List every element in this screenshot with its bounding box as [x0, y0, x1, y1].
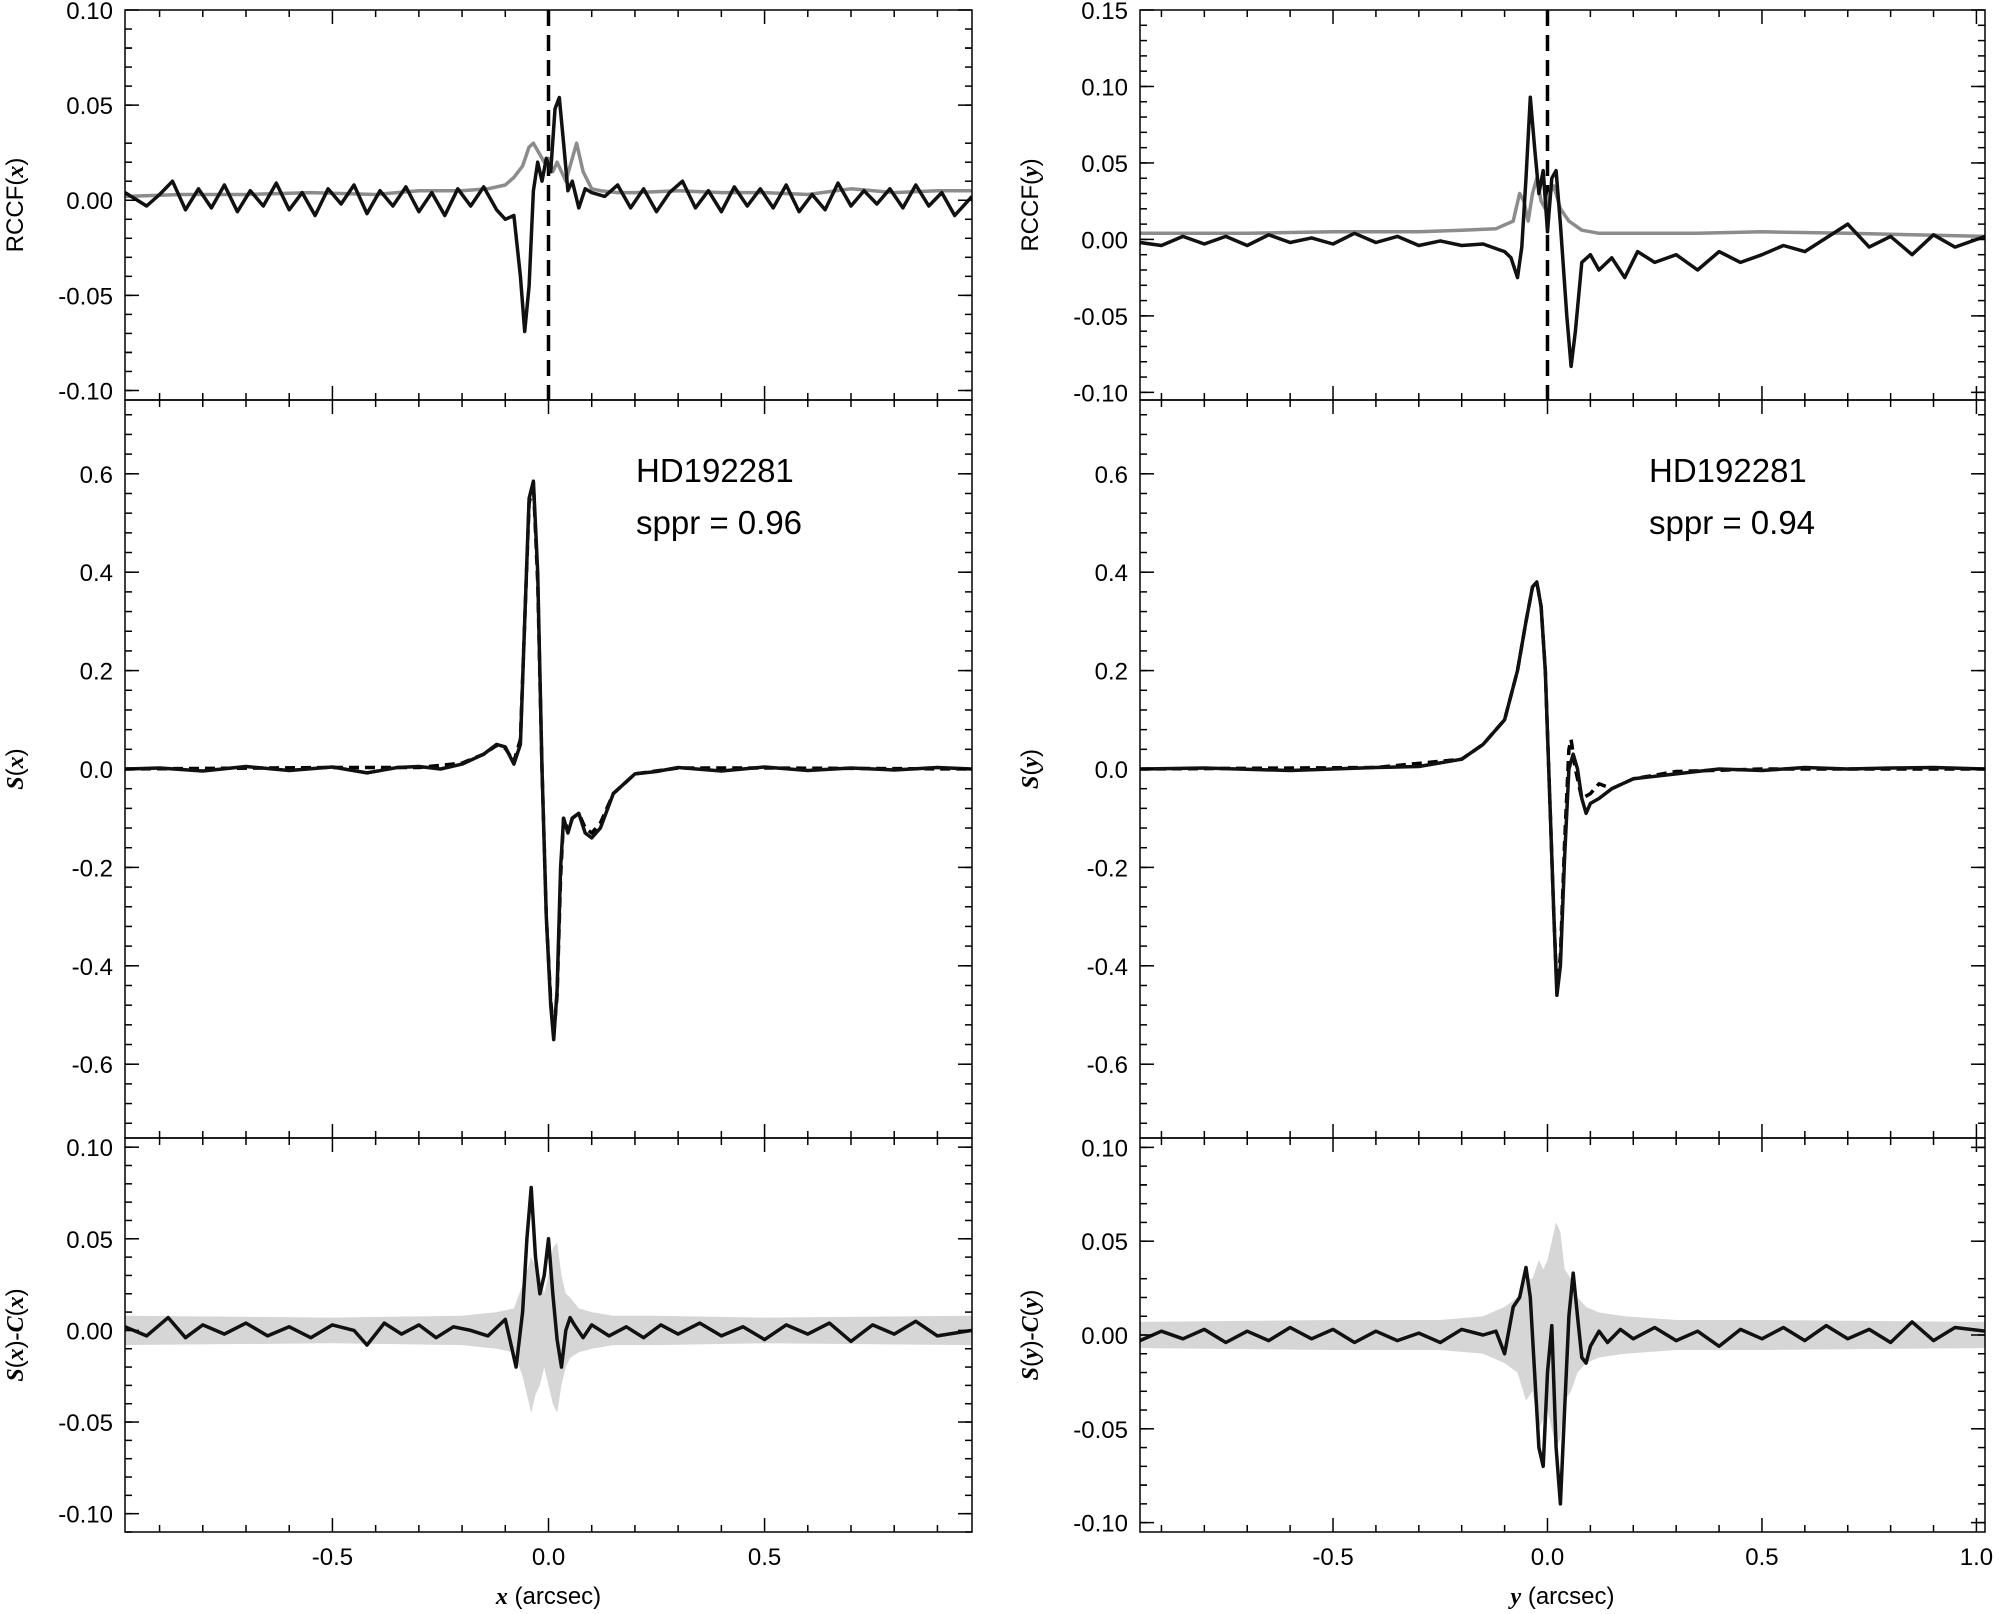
y-tick-label: -0.10 — [1073, 380, 1128, 407]
y-tick-label: -0.10 — [1073, 1511, 1128, 1538]
series-line-black — [125, 1185, 972, 1369]
uncertainty-band — [1140, 1222, 1985, 1448]
y-tick-label: 0.00 — [1081, 227, 1128, 254]
y-axis-label: S(x) — [2, 748, 29, 789]
series-line-black — [1140, 1265, 1985, 1506]
series-line-black — [125, 479, 972, 1042]
y-tick-label: 0.05 — [66, 93, 113, 120]
x-tick-label: 0.5 — [1745, 1544, 1778, 1571]
y-tick-label: 0.0 — [80, 757, 113, 784]
y-tick-label: -0.05 — [58, 1410, 113, 1437]
y-tick-label: -0.6 — [72, 1052, 113, 1079]
y-tick-label: -0.05 — [58, 283, 113, 310]
y-tick-label: -0.4 — [1087, 954, 1128, 981]
series-line-black — [1140, 95, 1985, 369]
sppr-label: sppr = 0.94 — [1649, 504, 1815, 541]
right-middle-panel: 0.6 0.4 0.2 0.0 -0.2 -0.4 -0.6 S(y) HD192281 sppr… — [1017, 399, 1986, 1139]
y-axis-label: S(y)-C(y) — [1017, 1290, 1044, 1381]
y-axis-label: S(x)-C(x) — [2, 1288, 29, 1381]
y-tick-label: -0.05 — [1073, 1417, 1128, 1444]
y-tick-label: 0.2 — [80, 659, 113, 686]
y-tick-label: -0.2 — [1087, 855, 1128, 882]
y-tick-label: 0.10 — [1081, 1135, 1128, 1162]
y-axis-label: S(y) — [1017, 749, 1044, 789]
y-tick-label: 0.10 — [1081, 74, 1128, 101]
y-tick-label: 0.0 — [1095, 757, 1128, 784]
y-tick-label: 0.00 — [66, 188, 113, 215]
x-tick-label: -0.5 — [312, 1544, 353, 1571]
star-name-label: HD192281 — [636, 452, 794, 489]
star-name-label: HD192281 — [1649, 452, 1807, 489]
uncertainty-band — [125, 1242, 972, 1413]
axes-frame — [1139, 9, 1986, 401]
y-tick-label: 0.4 — [80, 560, 113, 587]
y-tick-label: 0.00 — [1081, 1323, 1128, 1350]
series-line-gray — [1140, 176, 1985, 239]
y-tick-label: 0.2 — [1095, 659, 1128, 686]
x-tick-label: 0.0 — [532, 1544, 565, 1571]
y-tick-label: 0.05 — [1081, 1229, 1128, 1256]
y-tick-label: 0.6 — [80, 462, 113, 489]
left-middle-panel: 0.6 0.4 0.2 0.0 -0.2 -0.4 -0.6 S(x) HD192281 sppr… — [2, 399, 973, 1139]
series-line-black — [125, 95, 972, 334]
y-tick-label: -0.6 — [1087, 1052, 1128, 1079]
y-tick-label: -0.10 — [58, 1502, 113, 1529]
left-top-panel: 0.10 0.05 0.00 -0.05 -0.10 RCCF(x) — [2, 0, 973, 405]
y-tick-label: -0.2 — [72, 855, 113, 882]
y-tick-label: -0.05 — [1073, 304, 1128, 331]
y-tick-label: 0.6 — [1095, 462, 1128, 489]
y-tick-label: 0.10 — [66, 0, 113, 25]
sppr-label: sppr = 0.96 — [636, 504, 802, 541]
y-axis-label: RCCF(x) — [2, 158, 29, 253]
x-axis-label: x (arcsec) — [495, 1583, 601, 1610]
left-bottom-panel: 0.10 0.05 0.00 -0.05 -0.10 -0.5 0.0 0.5 S(x)-C(x… — [2, 1135, 973, 1610]
y-tick-label: 0.10 — [66, 1135, 113, 1162]
x-tick-label: -0.5 — [1312, 1544, 1353, 1571]
x-tick-label: 0.5 — [748, 1544, 781, 1571]
y-tick-label: 0.4 — [1095, 560, 1128, 587]
series-line-black — [1140, 580, 1985, 998]
y-tick-label: 0.05 — [1081, 151, 1128, 178]
y-axis-label: RCCF(y) — [1017, 158, 1044, 251]
y-tick-label: 0.00 — [66, 1318, 113, 1345]
x-tick-label: 1.0 — [1960, 1544, 1993, 1571]
x-tick-label: 0.0 — [1531, 1544, 1564, 1571]
y-tick-label: 0.15 — [1081, 0, 1128, 25]
right-top-panel: 0.15 0.10 0.05 0.00 -0.05 -0.10 RCCF(y) — [1017, 0, 1986, 407]
y-tick-label: 0.05 — [66, 1227, 113, 1254]
y-tick-label: -0.10 — [58, 378, 113, 405]
y-tick-label: -0.4 — [72, 954, 113, 981]
x-axis-label: y (arcsec) — [1508, 1583, 1615, 1610]
series-line-gray — [125, 141, 972, 199]
right-bottom-panel: 0.10 0.05 0.00 -0.05 -0.10 -0.5 0.0 0.5 1.0 S(y)-… — [1017, 1135, 1993, 1610]
